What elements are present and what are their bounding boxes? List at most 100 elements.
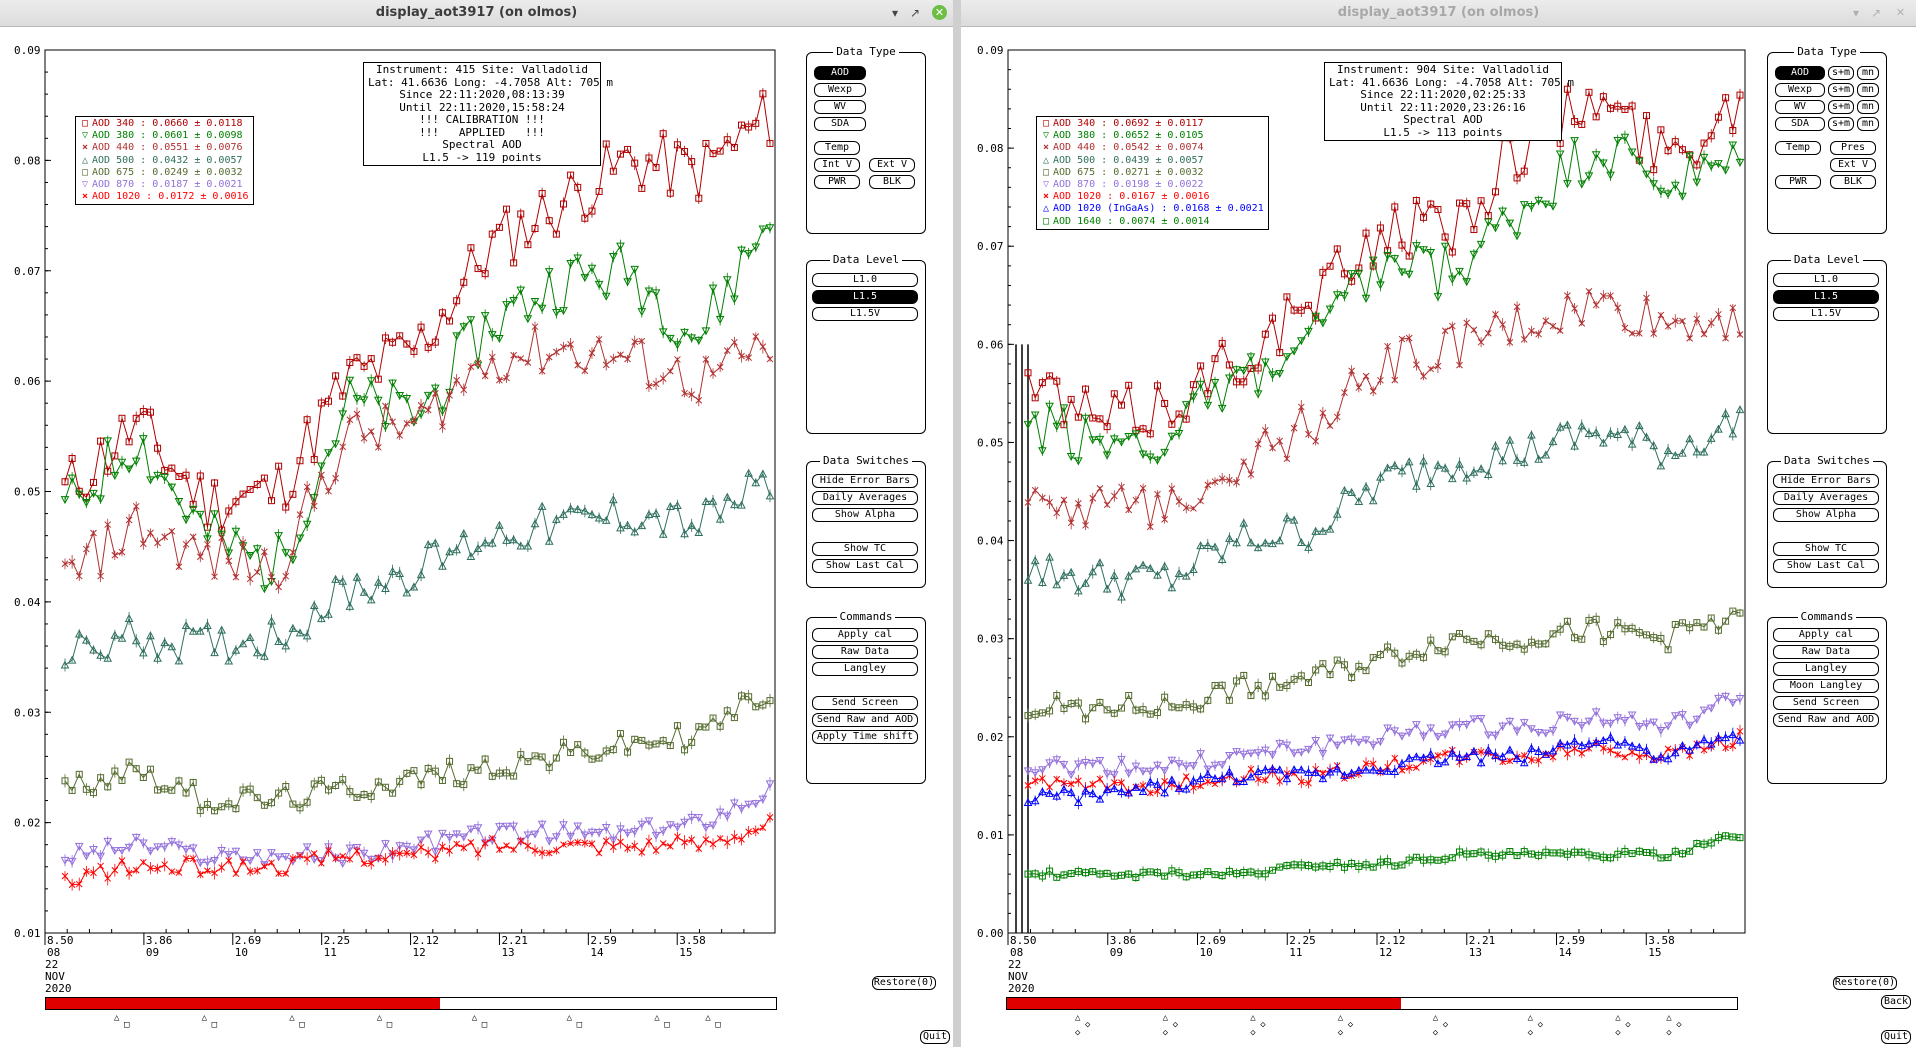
timeline-bar[interactable]	[45, 997, 777, 1010]
restore-button[interactable]: Restore(0)	[1833, 976, 1897, 990]
data-point	[1023, 421, 1033, 430]
legend-item: △ AOD 500 : 0.0432 ± 0.0057	[78, 155, 249, 167]
show-alpha-button[interactable]: Show Alpha	[812, 508, 918, 522]
data-point	[1203, 540, 1213, 550]
daily-averages-button[interactable]: Daily Averages	[1773, 491, 1879, 505]
data-point	[89, 845, 98, 855]
pwr-button[interactable]: PWR	[1775, 175, 1821, 189]
show-tc-button[interactable]: Show TC	[1773, 542, 1879, 556]
data-level-l1-5v-button[interactable]: L1.5V	[1773, 307, 1879, 321]
show-tc-button[interactable]: Show TC	[812, 542, 918, 556]
blk-button[interactable]: BLK	[869, 175, 915, 189]
data-type-s-m-toggle[interactable]: s+m	[1828, 66, 1854, 80]
hide-error-bars-button[interactable]: Hide Error Bars	[1773, 474, 1879, 488]
data-point	[261, 863, 268, 870]
data-type-wexp-button[interactable]: Wexp	[814, 83, 866, 97]
close-icon[interactable]: ✕	[1895, 6, 1906, 19]
back-button[interactable]: Back	[1881, 995, 1911, 1009]
minimize-icon[interactable]: ▾	[891, 6, 899, 20]
data-point	[1038, 872, 1046, 880]
data-point	[238, 639, 248, 648]
data-type-wexp-button[interactable]: Wexp	[1775, 83, 1825, 97]
data-level-l1-5v-button[interactable]: L1.5V	[812, 307, 918, 321]
data-level-l1-0-button[interactable]: L1.0	[1773, 273, 1879, 287]
send-screen-button[interactable]: Send Screen	[812, 696, 918, 710]
data-point	[1161, 515, 1168, 523]
data-type-s-m-toggle[interactable]: s+m	[1828, 117, 1854, 131]
apply-cal-button[interactable]: Apply cal	[812, 628, 918, 642]
data-type-sda-button[interactable]: SDA	[1775, 117, 1825, 131]
hide-error-bars-button[interactable]: Hide Error Bars	[812, 474, 918, 488]
minimize-icon[interactable]: ▾	[1852, 6, 1860, 20]
show-last-cal-button[interactable]: Show Last Cal	[812, 559, 918, 573]
data-type-s-m-toggle[interactable]: s+m	[1828, 100, 1854, 114]
legend-label: AOD 870 : 0.0187 ± 0.0021	[92, 178, 243, 190]
data-type-wv-button[interactable]: WV	[814, 100, 866, 114]
data-point	[1599, 159, 1608, 168]
show-alpha-button[interactable]: Show Alpha	[1773, 508, 1879, 522]
restore-button[interactable]: Restore(0)	[872, 976, 936, 990]
data-point	[1368, 741, 1378, 750]
send-raw-and-aod-button[interactable]: Send Raw and AOD	[812, 713, 918, 727]
data-point	[1074, 777, 1082, 785]
data-point	[1023, 575, 1033, 584]
data-point	[702, 140, 710, 148]
quit-button[interactable]: Quit	[920, 1030, 950, 1044]
data-type-wv-button[interactable]: WV	[1775, 100, 1825, 114]
series-aod-500	[60, 468, 775, 672]
blk-button[interactable]: BLK	[1830, 175, 1876, 189]
data-type-sda-button[interactable]: SDA	[814, 117, 866, 131]
raw-data-button[interactable]: Raw Data	[1773, 645, 1879, 659]
data-point	[224, 549, 234, 558]
moon-langley-button[interactable]: Moon Langley	[1773, 679, 1879, 693]
title-bar[interactable]: display_aot3917 (on olmos) ▾ ↗ ✕	[0, 0, 953, 27]
timeline-marker-icon: □	[715, 1020, 721, 1030]
data-point	[1700, 330, 1708, 338]
data-level-l1-0-button[interactable]: L1.0	[812, 273, 918, 287]
data-type-mn-toggle[interactable]: mn	[1857, 83, 1879, 97]
send-screen-button[interactable]: Send Screen	[1773, 696, 1879, 710]
apply-time-shift-button[interactable]: Apply Time shift	[812, 730, 918, 744]
data-type-mn-toggle[interactable]: mn	[1857, 100, 1879, 114]
data-point	[531, 323, 539, 331]
raw-data-button[interactable]: Raw Data	[812, 645, 918, 659]
data-type-mn-toggle[interactable]: mn	[1857, 66, 1879, 80]
ext-v-button[interactable]: Ext V	[1830, 158, 1876, 172]
data-point	[1678, 711, 1687, 720]
pwr-button[interactable]: PWR	[814, 175, 860, 189]
langley-button[interactable]: Langley	[1773, 662, 1879, 676]
maximize-icon[interactable]: ↗	[909, 6, 921, 20]
close-icon[interactable]: ✕	[932, 5, 947, 20]
data-point	[1117, 871, 1125, 879]
data-point	[82, 852, 91, 861]
langley-button[interactable]: Langley	[812, 662, 918, 676]
data-point	[738, 836, 745, 843]
data-point	[1433, 460, 1443, 469]
data-point	[1074, 586, 1083, 595]
apply-cal-button[interactable]: Apply cal	[1773, 628, 1879, 642]
data-point	[673, 722, 681, 730]
data-type-aod-button[interactable]: AOD	[1775, 66, 1825, 80]
show-last-cal-button[interactable]: Show Last Cal	[1773, 559, 1879, 573]
int-v-button[interactable]: Int V	[814, 158, 860, 172]
send-raw-and-aod-button[interactable]: Send Raw and AOD	[1773, 713, 1879, 727]
data-type-aod-button[interactable]: AOD	[814, 66, 866, 80]
title-bar[interactable]: display_aot3917 (on olmos) ▾ ↗ ✕	[961, 0, 1916, 27]
timeline-bar[interactable]	[1006, 997, 1738, 1010]
pres-button[interactable]: Pres	[1830, 141, 1876, 155]
ext-v-button[interactable]: Ext V	[869, 158, 915, 172]
data-level-l1-5-button[interactable]: L1.5	[812, 290, 918, 304]
data-type-s-m-toggle[interactable]: s+m	[1828, 83, 1854, 97]
quit-button[interactable]: Quit	[1881, 1030, 1911, 1044]
data-point	[74, 842, 84, 851]
temp-button[interactable]: Temp	[814, 141, 860, 155]
daily-averages-button[interactable]: Daily Averages	[812, 491, 918, 505]
temp-button[interactable]: Temp	[1775, 141, 1821, 155]
data-level-l1-5-button[interactable]: L1.5	[1773, 290, 1879, 304]
data-point	[1736, 331, 1744, 338]
x-tick-day: 10	[235, 946, 248, 959]
legend-item: × AOD 1020 : 0.0172 ± 0.0016	[78, 191, 249, 203]
data-point	[267, 849, 276, 858]
data-type-mn-toggle[interactable]: mn	[1857, 117, 1879, 131]
maximize-icon[interactable]: ↗	[1870, 6, 1882, 20]
